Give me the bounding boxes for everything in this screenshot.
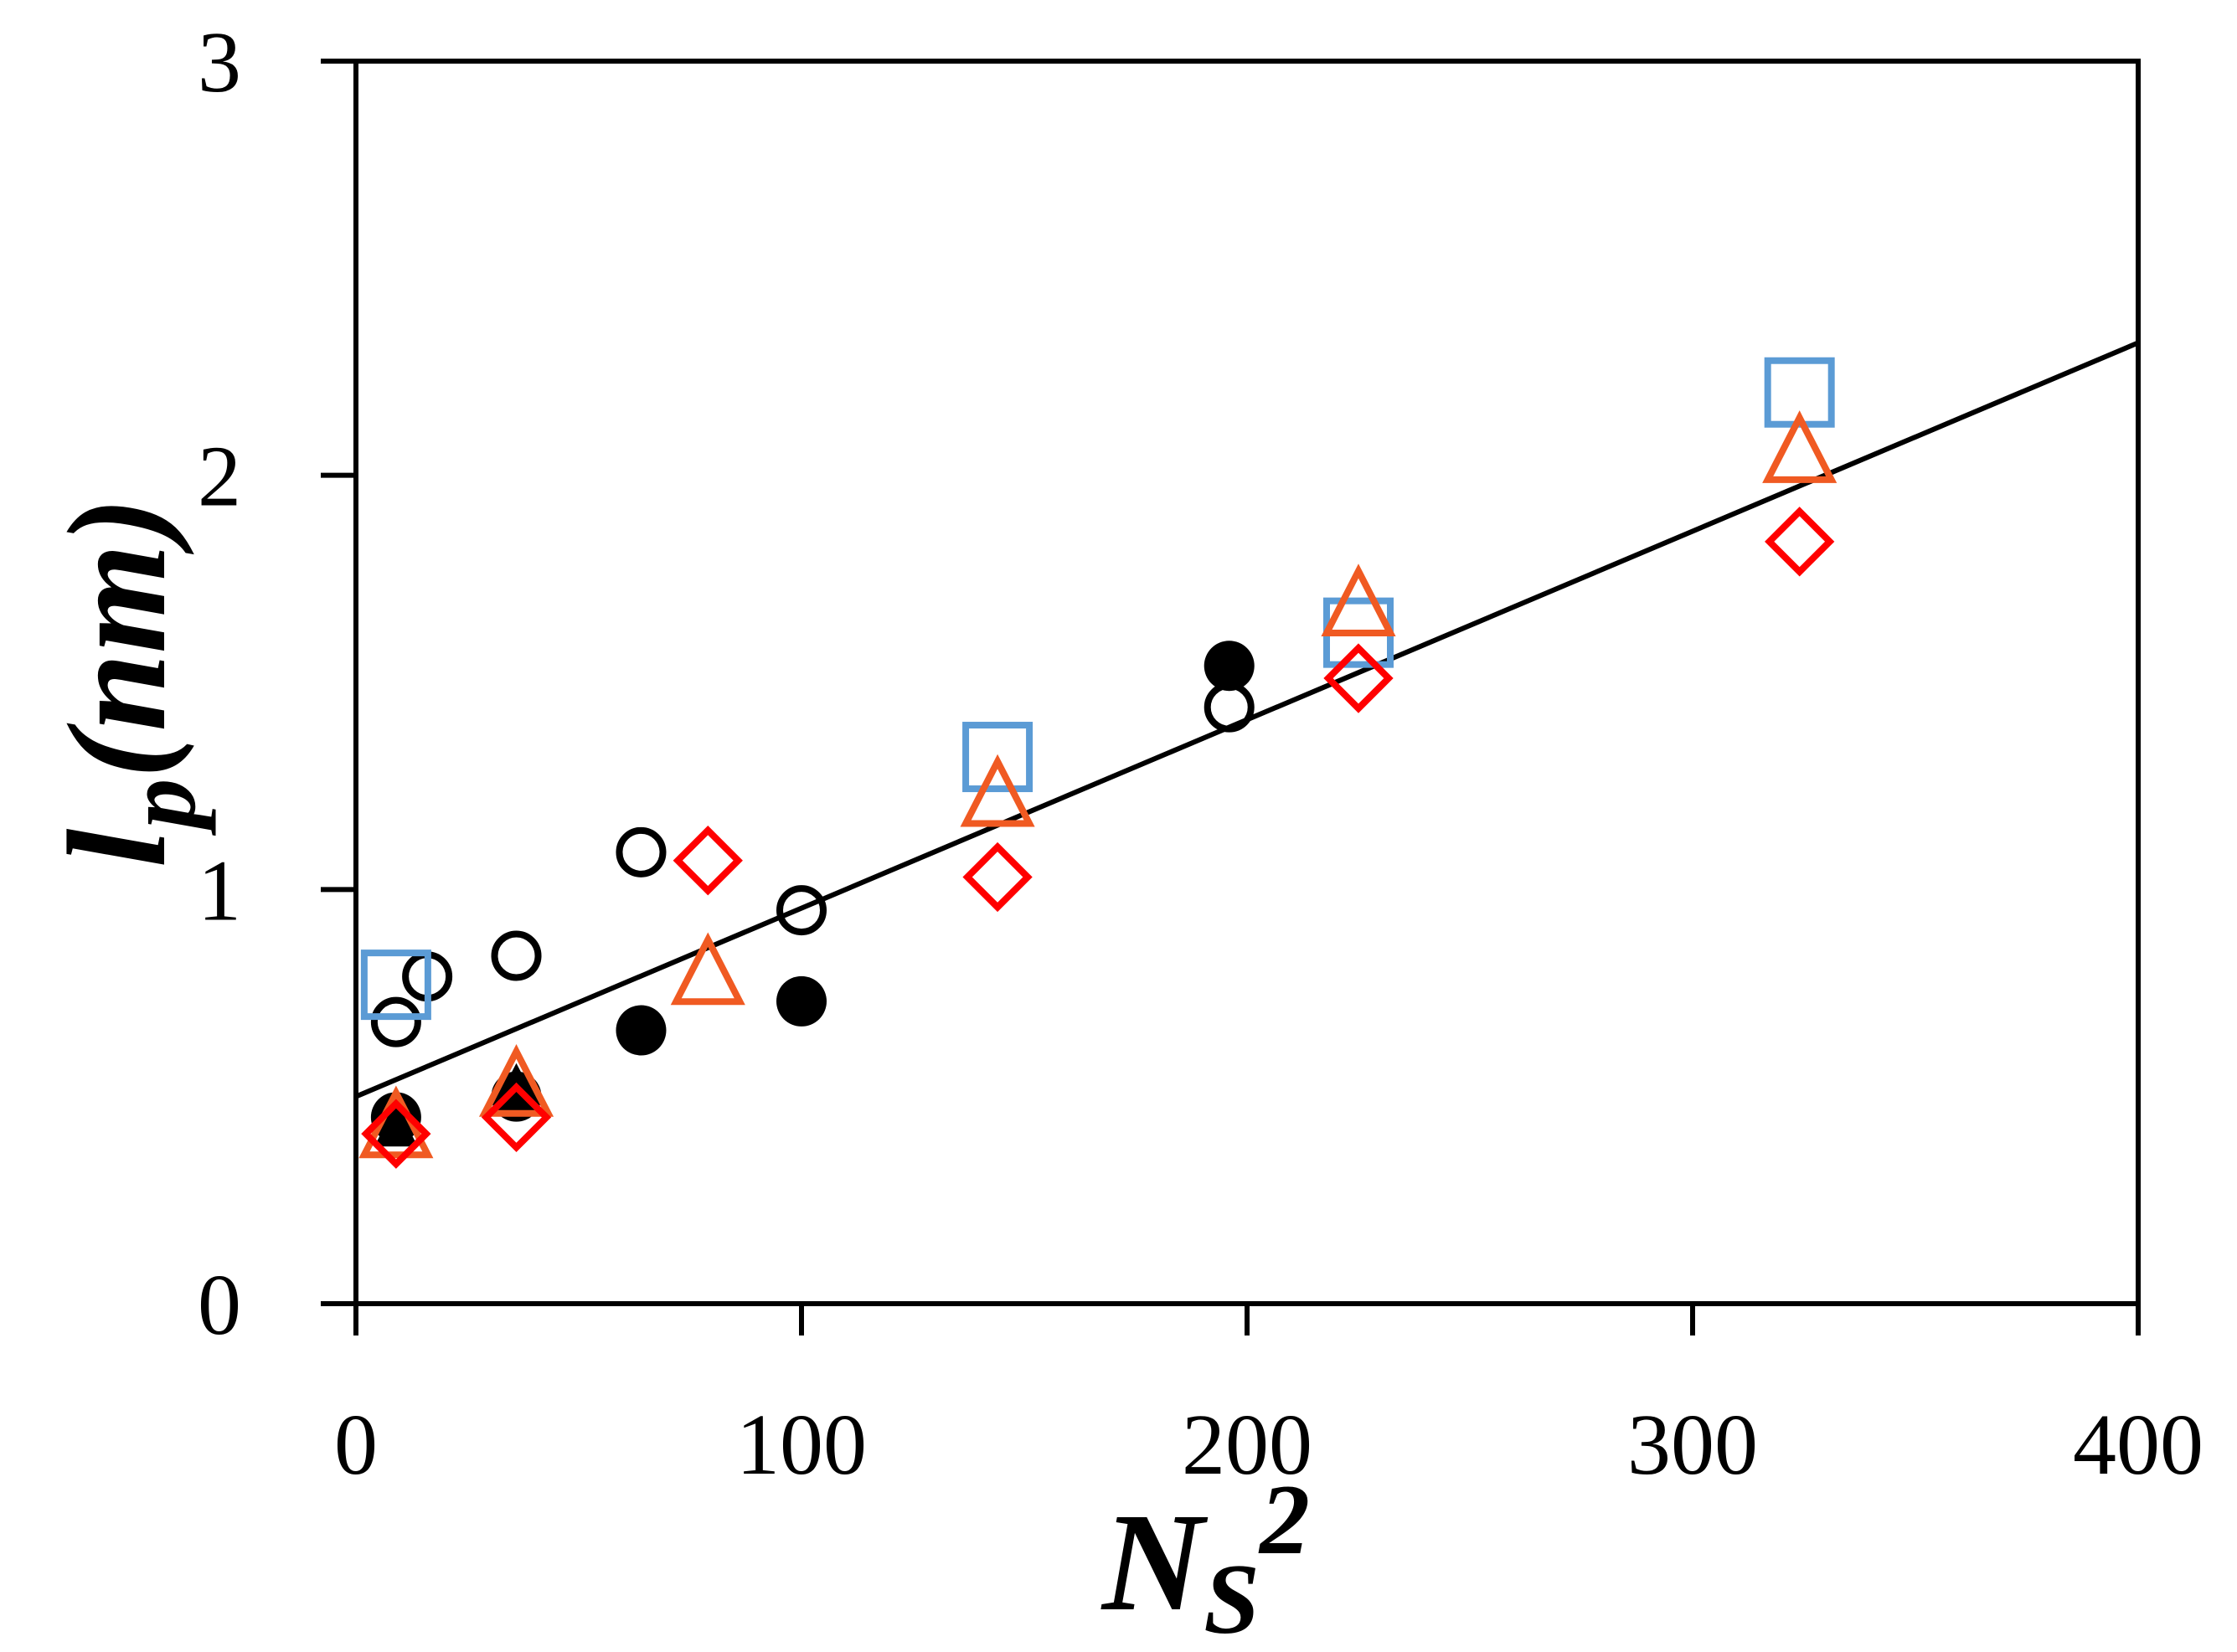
x-tick-label: 100 (736, 1397, 867, 1493)
tick-labels: 0 100 200 300 400 0 1 2 3 (198, 14, 2203, 1493)
x-tick-label: 400 (2073, 1397, 2203, 1493)
x-tick-label: 300 (1627, 1397, 1758, 1493)
data-point-open-triangle (670, 932, 745, 1006)
data-point-open-circle (370, 996, 421, 1047)
x-tick-label: 200 (1182, 1397, 1312, 1493)
data-point-open-diamond (1323, 643, 1394, 713)
y-axis-title-rest: (nm) (39, 497, 195, 779)
x-tick-label: 0 (334, 1397, 378, 1493)
data-point-open-diamond (962, 841, 1033, 913)
x-axis-title-sub: S (1204, 1543, 1260, 1652)
data-point-open-circle (1204, 682, 1255, 733)
series-open-triangle (358, 410, 1838, 1159)
data-point-filled-circle (776, 975, 827, 1027)
data-point-filled-circle (1204, 641, 1255, 692)
y-tick-label: 2 (198, 429, 241, 525)
markers (358, 357, 1838, 1169)
data-point-open-triangle (1321, 564, 1396, 636)
x-axis-title-main: N (1100, 1485, 1209, 1640)
y-axis-title: lp(nm) (39, 497, 216, 868)
data-point-filled-circle (616, 1005, 667, 1056)
y-axis-title-sub: p (105, 779, 216, 836)
data-point-open-circle (776, 885, 827, 936)
data-point-open-diamond (361, 1099, 431, 1169)
series-open-diamond (361, 507, 1835, 1169)
x-axis-title: NS2 (1100, 1464, 1310, 1652)
data-point-open-triangle (1762, 410, 1838, 483)
ticks (321, 59, 2141, 1335)
data-point-open-circle (616, 826, 667, 877)
data-point-open-square (360, 950, 431, 1021)
y-tick-label: 1 (198, 842, 241, 939)
y-tick-label: 3 (198, 14, 241, 111)
data-point-filled-triangle (374, 1104, 418, 1147)
series-filled-circle (370, 641, 1255, 1143)
data-point-open-triangle (478, 1044, 554, 1117)
x-axis-title-sup: 2 (1258, 1464, 1310, 1575)
series-open-square (360, 357, 1835, 1021)
data-point-open-circle (491, 930, 542, 981)
data-point-open-square (962, 722, 1033, 793)
y-axis-title-main: l (39, 828, 195, 867)
data-point-open-diamond (673, 826, 743, 896)
data-point-open-diamond (1765, 507, 1835, 577)
y-tick-label: 0 (198, 1257, 241, 1353)
data-point-open-diamond (481, 1082, 552, 1153)
data-point-open-triangle (960, 754, 1035, 827)
